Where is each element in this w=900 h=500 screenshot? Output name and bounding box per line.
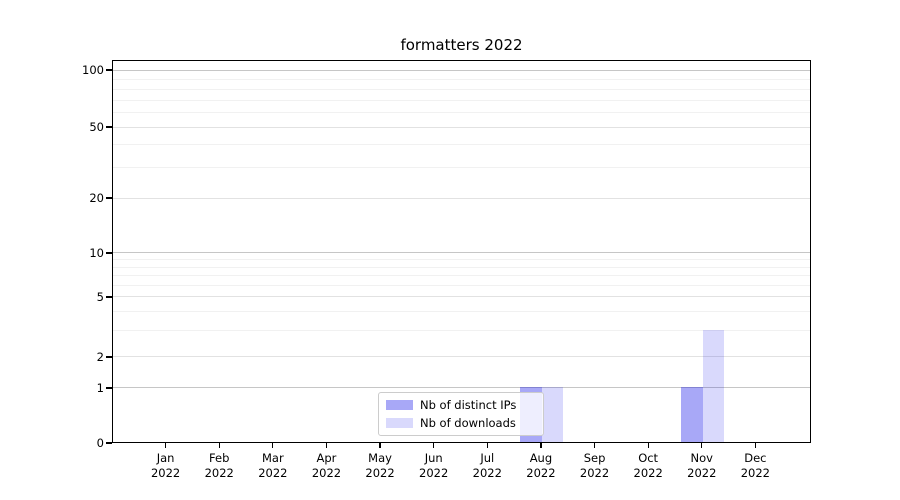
minor-gridline [113,144,810,146]
y-tick-mark [106,387,112,389]
x-tick-label-month: Dec [744,451,767,465]
x-tick-label: Feb 2022 [205,451,234,481]
minor-gridline [113,112,810,114]
gridline [113,296,810,298]
minor-gridline [113,88,810,90]
x-tick-label-month: Mar [261,451,284,465]
legend: Nb of distinct IPs Nb of downloads [378,392,544,436]
x-tick-mark [379,443,381,448]
x-tick-label-year: 2022 [633,466,663,480]
major-gridline [113,386,810,388]
minor-gridline [113,79,810,81]
x-tick-label-month: Nov [690,451,713,465]
major-gridline [113,70,810,72]
x-tick-mark [754,443,756,448]
bar-downloads [541,387,564,442]
gridline [113,197,810,199]
x-tick-label-year: 2022 [311,466,342,480]
bar-distinct-ips [681,387,703,442]
legend-swatch-downloads [386,417,413,428]
x-tick-label-month: Oct [638,451,659,465]
y-tick-mark [106,296,112,298]
x-tick-mark [593,443,596,448]
x-tick-mark [647,443,649,448]
x-tick-label-month: Sep [583,451,606,465]
minor-gridline [113,284,810,286]
x-tick-label-year: 2022 [419,466,449,480]
y-tick-label: 10 [89,245,104,260]
y-tick-mark [106,442,112,444]
x-tick-label-year: 2022 [579,466,610,480]
y-axis: 0 1 2 5 10 20 50 100 [0,0,112,500]
x-tick-label-year: 2022 [258,466,288,480]
x-tick-label-month: Aug [529,451,553,465]
y-tick-label: 1 [96,381,104,395]
x-tick-label-month: Jun [424,451,443,465]
x-tick-label: Jan 2022 [151,451,180,481]
x-tick-label: Jul 2022 [473,451,502,481]
minor-gridline [113,99,810,101]
x-tick-label: Oct 2022 [634,451,663,481]
x-tick-label-year: 2022 [472,466,502,480]
x-tick-mark [540,443,542,448]
y-tick-mark [106,197,112,199]
y-tick-label: 20 [89,190,104,205]
chart-title: formatters 2022 [400,36,523,54]
y-tick-mark [106,252,112,254]
x-tick-label-year: 2022 [150,466,181,480]
x-tick-mark [165,443,167,448]
minor-gridline [113,166,810,168]
x-tick-label: Aug 2022 [526,451,555,481]
y-tick-mark [106,69,112,71]
y-tick-label: 100 [82,62,104,77]
x-tick-mark [218,443,220,448]
bar-downloads [702,330,725,442]
x-tick-mark [486,443,488,448]
x-tick-label-month: Jul [480,451,495,465]
legend-item-label: Nb of downloads [420,415,516,430]
x-tick-label: Jun 2022 [419,451,448,481]
gridline [113,127,810,129]
x-tick-label: Sep 2022 [580,451,609,481]
gridline [113,355,810,357]
x-tick-mark [433,443,435,448]
minor-gridline [113,310,810,312]
x-tick-label-month: May [368,451,392,465]
legend-item-label: Nb of distinct IPs [420,398,517,413]
y-tick-label: 0 [96,436,104,450]
x-tick-label: May 2022 [365,451,394,481]
plot-area [112,60,811,443]
minor-gridline [113,275,810,276]
x-tick-label: Apr 2022 [312,451,341,481]
minor-gridline [113,259,810,261]
x-tick-label-month: Feb [209,451,230,465]
y-tick-mark [106,126,112,128]
y-tick-mark [106,356,112,358]
x-tick-label: Dec 2022 [741,451,770,481]
x-tick-label-year: 2022 [740,466,771,480]
x-tick-mark [701,443,703,448]
x-tick-mark [325,443,328,448]
x-tick-label-month: Apr [316,451,337,465]
x-tick-label-year: 2022 [687,466,717,480]
x-axis: Jan 2022 Feb 2022 Mar 2022 Apr 2022 May 2022 Jun 20… [112,443,811,493]
x-tick-label-year: 2022 [365,466,395,480]
x-tick-label: Nov 2022 [687,451,716,481]
x-tick-label-month: Jan [156,451,175,465]
x-tick-label-year: 2022 [526,466,556,480]
x-tick-mark [272,443,274,448]
legend-item: Nb of downloads [386,416,536,430]
legend-swatch-distinct-ips [386,400,413,411]
x-tick-label: Mar 2022 [258,451,287,481]
major-gridline [113,252,810,254]
minor-gridline [113,329,810,331]
y-tick-label: 50 [89,119,104,134]
legend-item: Nb of distinct IPs [386,398,536,412]
y-tick-label: 5 [96,290,104,304]
minor-gridline [113,266,810,268]
x-tick-label-year: 2022 [204,466,234,480]
y-tick-label: 2 [96,350,104,365]
